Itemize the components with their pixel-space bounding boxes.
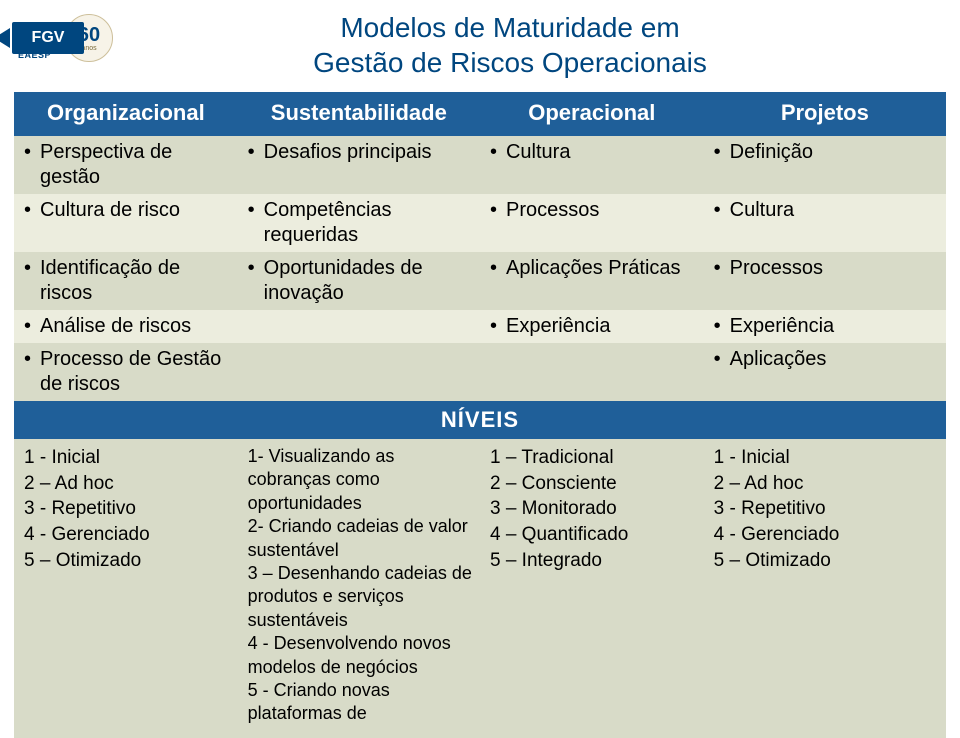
levels-sustentabilidade: 1- Visualizando as cobranças como oportu… (238, 439, 480, 738)
niveis-label: NÍVEIS (14, 401, 946, 439)
cell: Experiência (730, 314, 938, 339)
page-title: Modelos de Maturidade em Gestão de Risco… (290, 10, 730, 80)
logo-fgv: FGV (12, 22, 84, 54)
cell: Identificação de riscos (40, 256, 230, 306)
table-row: Identificação de riscos Oportunidades de… (14, 252, 946, 310)
cell: Cultura (506, 140, 696, 165)
cell: Análise de riscos (40, 314, 230, 339)
cell: Aplicações Práticas (506, 256, 696, 281)
header-organizacional: Organizacional (14, 92, 238, 136)
header-projetos: Projetos (704, 92, 946, 136)
title-line-2: Gestão de Riscos Operacionais (290, 45, 730, 80)
maturity-table: Organizacional Sustentabilidade Operacio… (14, 92, 946, 738)
cell: Perspectiva de gestão (40, 140, 230, 190)
table-row: Cultura de risco Competências requeridas… (14, 194, 946, 252)
cell: Definição (730, 140, 938, 165)
cell: Processos (730, 256, 938, 281)
cell: Desafios principais (264, 140, 472, 165)
table-row: Perspectiva de gestão Desafios principai… (14, 136, 946, 194)
header-operacional: Operacional (480, 92, 704, 136)
levels-projetos: 1 - Inicial 2 – Ad hoc 3 - Repetitivo 4 … (704, 439, 946, 738)
header-row: Organizacional Sustentabilidade Operacio… (14, 92, 946, 136)
cell: Cultura de risco (40, 198, 230, 223)
cell: Aplicações (730, 347, 938, 372)
cell: Oportunidades de inovação (264, 256, 472, 306)
cell: Processos (506, 198, 696, 223)
levels-organizacional: 1 - Inicial 2 – Ad hoc 3 - Repetitivo 4 … (14, 439, 238, 738)
logo-bar: FGV EAESP 60 anos (12, 14, 113, 62)
cell: Cultura (730, 198, 938, 223)
cell: Competências requeridas (264, 198, 472, 248)
cell: Experiência (506, 314, 696, 339)
levels-row: 1 - Inicial 2 – Ad hoc 3 - Repetitivo 4 … (14, 439, 946, 738)
title-line-1: Modelos de Maturidade em (290, 10, 730, 45)
cell: Processo de Gestão de riscos (40, 347, 230, 397)
levels-operacional: 1 – Tradicional 2 – Consciente 3 – Monit… (480, 439, 704, 738)
table-row: Processo de Gestão de riscos Aplicações (14, 343, 946, 401)
header-sustentabilidade: Sustentabilidade (238, 92, 480, 136)
table-row: Análise de riscos Experiência Experiênci… (14, 310, 946, 343)
niveis-header-row: NÍVEIS (14, 401, 946, 439)
